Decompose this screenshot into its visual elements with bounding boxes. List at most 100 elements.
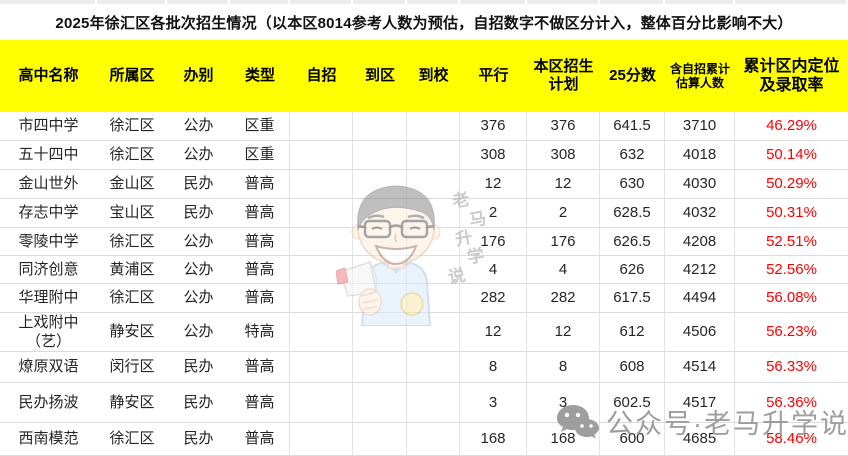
table-cell: 公办 (183, 260, 214, 278)
header-cell: 到区 (364, 67, 395, 84)
table-cell: 普高 (230, 423, 290, 455)
table-cell: 628.5 (600, 199, 665, 227)
header-cell: 本区招生 计划 (533, 58, 594, 93)
table-cell: 52.51% (766, 232, 817, 250)
table-cell (407, 284, 460, 312)
table-cell: 308 (460, 141, 527, 169)
table-cell: 52.56% (766, 260, 817, 278)
table-cell (407, 256, 460, 283)
table-cell: 闵行区 (109, 358, 155, 376)
header-cell: 25分数 (609, 67, 656, 84)
school-name-cell: 金山世外 (18, 175, 79, 193)
table-row: 市四中学 徐汇区 公办 区重 376 376 641.5 3710 46.29% (0, 112, 848, 141)
table-cell: 12 (460, 313, 527, 351)
table-cell: 4212 (665, 256, 735, 283)
school-name-cell: 燎原双语 (18, 358, 79, 376)
table-cell: 4032 (665, 199, 735, 227)
table-cell: 特高 (230, 313, 290, 351)
top-strip-cell (600, 0, 665, 4)
table-cell: 民办 (183, 358, 214, 376)
table-cell: 民办 (183, 430, 214, 448)
table-cell: 徐汇区 (109, 289, 155, 307)
school-name-cell: 存志中学 (18, 204, 79, 222)
table-row: 华理附中 徐汇区 公办 普高 282 282 617.5 4494 56.08% (0, 284, 848, 313)
table-cell: 2 (460, 199, 527, 227)
table-cell: 民办 (183, 204, 214, 222)
table-cell: 56.33% (766, 358, 817, 376)
table-cell: 632 (600, 141, 665, 169)
header-cell: 办别 (183, 67, 214, 84)
table-cell: 普高 (230, 170, 290, 198)
table-cell: 金山区 (109, 175, 155, 193)
top-strip-cell (0, 0, 97, 4)
table-cell: 8 (460, 352, 527, 382)
table-row: 同济创意 黄浦区 公办 普高 4 4 626 4212 52.56% (0, 256, 848, 284)
table-cell: 376 (460, 112, 527, 140)
header-cell: 含自招累计 估算人数 (669, 61, 730, 90)
table-cell (407, 228, 460, 255)
table-cell: 徐汇区 (109, 232, 155, 250)
school-name-cell: 西南模范 (18, 430, 79, 448)
table-cell: 641.5 (600, 112, 665, 140)
table-cell (407, 170, 460, 198)
table-cell: 608 (600, 352, 665, 382)
header-cell: 到校 (418, 67, 449, 84)
table-cell (353, 284, 407, 312)
table-cell (290, 256, 353, 283)
top-strip-cell (665, 0, 735, 4)
table-cell: 静安区 (109, 393, 155, 411)
table-cell: 静安区 (109, 323, 155, 341)
top-strip (0, 0, 848, 4)
table-cell: 58.46% (766, 430, 817, 448)
header-cell: 平行 (478, 67, 509, 84)
table-cell (407, 423, 460, 455)
table-cell: 3710 (665, 112, 735, 140)
header-cell: 自招 (306, 67, 337, 84)
table-cell (407, 383, 460, 422)
table-cell: 3 (527, 383, 600, 422)
table-cell: 12 (527, 313, 600, 351)
table-cell (407, 313, 460, 351)
table-cell: 168 (460, 423, 527, 455)
table-cell: 黄浦区 (109, 260, 155, 278)
school-name-cell: 华理附中 (18, 289, 79, 307)
table-cell: 普高 (230, 199, 290, 227)
table-cell: 176 (527, 228, 600, 255)
table-cell: 612 (600, 313, 665, 351)
table-cell (290, 228, 353, 255)
header-cell: 高中名称 (18, 67, 79, 84)
table-cell: 50.31% (766, 204, 817, 222)
top-strip-cell (353, 0, 407, 4)
table-cell: 徐汇区 (109, 430, 155, 448)
table-cell (353, 228, 407, 255)
table-cell (290, 423, 353, 455)
top-strip-cell (167, 0, 230, 4)
table-cell (407, 112, 460, 140)
table-cell: 区重 (230, 141, 290, 169)
table-cell: 公办 (183, 232, 214, 250)
top-strip-cell (460, 0, 527, 4)
table-row: 民办扬波 静安区 民办 普高 3 3 602.5 4517 56.36% (0, 383, 848, 423)
table-cell (290, 383, 353, 422)
table-cell (353, 170, 407, 198)
table-cell (290, 170, 353, 198)
table-row: 金山世外 金山区 民办 普高 12 12 630 4030 50.29% (0, 170, 848, 199)
table-cell: 普高 (230, 228, 290, 255)
table-cell: 46.29% (766, 117, 817, 135)
table-cell: 2 (527, 199, 600, 227)
table-cell: 602.5 (600, 383, 665, 422)
school-name-cell: 上戏附中（艺） (18, 313, 79, 351)
table-cell: 公办 (183, 117, 214, 135)
table-cell (353, 352, 407, 382)
sheet-title: 2025年徐汇区各批次招生情况（以本区8014参考人数为预估，自招数字不做区分计… (55, 14, 793, 32)
table-row: 五十四中 徐汇区 公办 区重 308 308 632 4018 50.14% (0, 141, 848, 170)
table-row: 西南模范 徐汇区 民办 普高 168 168 600 4685 58.46% (0, 423, 848, 456)
table-cell: 4517 (665, 383, 735, 422)
table-cell: 308 (527, 141, 600, 169)
table-cell (353, 141, 407, 169)
table-cell: 50.29% (766, 175, 817, 193)
table-cell: 3 (460, 383, 527, 422)
header-cell: 所属区 (109, 67, 155, 84)
table-cell: 徐汇区 (109, 117, 155, 135)
table-cell: 公办 (183, 146, 214, 164)
